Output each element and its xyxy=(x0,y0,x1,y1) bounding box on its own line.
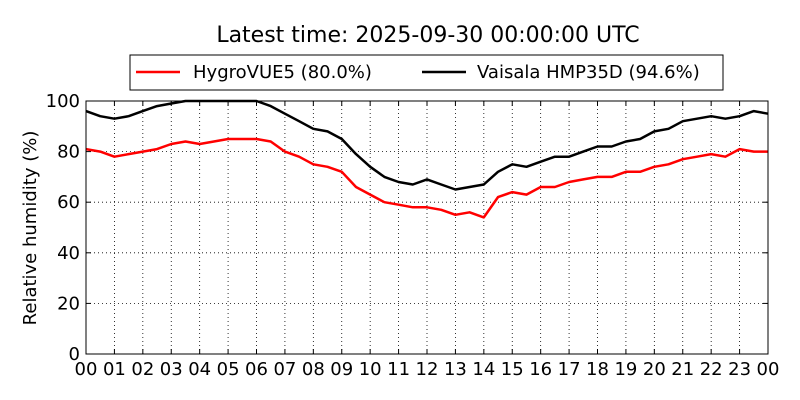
x-tick-label: 00 xyxy=(75,359,98,380)
x-tick-label: 12 xyxy=(416,359,439,380)
x-tick-label: 07 xyxy=(273,359,296,380)
legend-label-vaisala: Vaisala HMP35D (94.6%) xyxy=(477,62,700,83)
chart-title: Latest time: 2025-09-30 00:00:00 UTC xyxy=(216,23,639,48)
x-tick-label: 14 xyxy=(472,359,495,380)
plot-frame xyxy=(85,100,769,355)
x-tick-label: 10 xyxy=(359,359,382,380)
y-tick-label: 100 xyxy=(46,91,80,112)
x-tick-label: 21 xyxy=(671,359,694,380)
x-tick-label: 06 xyxy=(245,359,268,380)
x-tick-label: 02 xyxy=(131,359,154,380)
x-tick-label: 00 xyxy=(757,359,780,380)
grid xyxy=(85,100,769,355)
y-tick-label: 20 xyxy=(57,293,80,314)
x-tick-label: 09 xyxy=(330,359,353,380)
x-tick-label: 18 xyxy=(586,359,609,380)
x-tick-label: 20 xyxy=(643,359,666,380)
y-tick-label: 40 xyxy=(57,243,80,264)
y-tick-label: 60 xyxy=(57,192,80,213)
y-axis-label: Relative humidity (%) xyxy=(20,131,41,326)
x-tick-label: 08 xyxy=(302,359,325,380)
legend: HygroVUE5 (80.0%) Vaisala HMP35D (94.6%) xyxy=(129,54,724,91)
x-tick-label: 17 xyxy=(558,359,581,380)
y-tick-labels: 0 20 40 60 80 100 xyxy=(46,91,80,365)
series-lines xyxy=(85,99,769,219)
x-tick-labels: 00 01 02 03 04 05 06 07 08 09 10 11 12 13 14 15 16 17 18 19… xyxy=(75,359,780,380)
x-tick-label: 11 xyxy=(387,359,410,380)
x-tick-label: 15 xyxy=(501,359,524,380)
x-tick-label: 19 xyxy=(614,359,637,380)
x-tick-label: 22 xyxy=(700,359,723,380)
x-tick-label: 23 xyxy=(728,359,751,380)
x-tick-label: 01 xyxy=(103,359,126,380)
x-tick-label: 13 xyxy=(444,359,467,380)
x-tick-label: 04 xyxy=(188,359,211,380)
legend-label-hygrovue5: HygroVUE5 (80.0%) xyxy=(193,62,372,83)
series-line-hygrovue5 xyxy=(85,137,768,219)
y-tick-label: 80 xyxy=(57,142,80,163)
x-tick-label: 16 xyxy=(529,359,552,380)
y-tick-label: 0 xyxy=(69,344,80,365)
x-tick-label: 03 xyxy=(160,359,183,380)
x-tick-label: 05 xyxy=(217,359,240,380)
